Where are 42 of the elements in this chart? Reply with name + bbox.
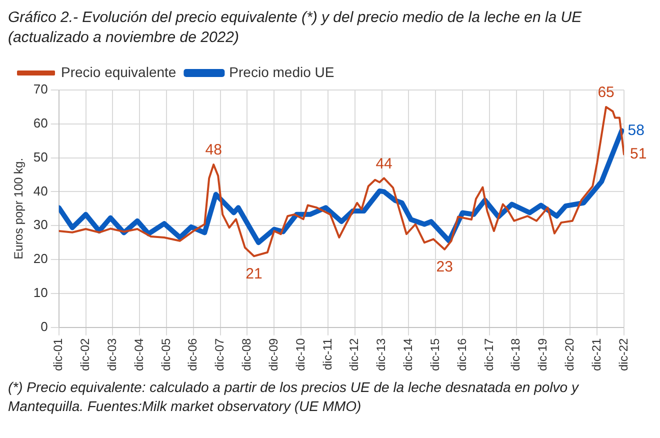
y-tick-label: 60: [33, 115, 48, 130]
y-tick-label: 20: [33, 251, 48, 266]
y-tick-label: 70: [33, 82, 48, 97]
x-tick-label: dic-12: [347, 338, 362, 372]
x-tick-label: dic-04: [132, 338, 146, 372]
x-tick-label: dic-14: [401, 338, 416, 372]
x-tick-label: dic-06: [186, 338, 200, 372]
x-tick-label: dic-02: [78, 338, 92, 372]
x-tick-label: dic-03: [104, 338, 119, 372]
x-tick-label: dic-11: [320, 338, 334, 370]
annotation: 21: [246, 265, 262, 282]
x-tick-label: dic-07: [212, 338, 227, 372]
y-tick-label: 10: [33, 284, 48, 300]
x-tick-label: dic-01: [51, 338, 66, 372]
y-axis-title: Euros popr 100 kg.: [12, 158, 26, 260]
annotation: 65: [598, 84, 614, 102]
annotation: 58: [628, 122, 644, 139]
x-tick-label: dic-18: [508, 338, 523, 372]
y-tick-label: 40: [33, 183, 48, 198]
y-tick-label: 50: [33, 149, 48, 164]
annotation: 51: [630, 146, 647, 163]
x-tick-label: dic-19: [536, 338, 550, 372]
x-tick-label: dic-10: [293, 338, 308, 372]
x-tick-label: dic-16: [454, 338, 469, 372]
legend-label: Precio medio UE: [229, 64, 334, 80]
y-tick-label: 0: [40, 318, 48, 334]
annotation: 44: [376, 155, 392, 172]
x-tick-label: dic-21: [589, 338, 604, 372]
x-tick-label: dic-20: [562, 338, 576, 372]
x-tick-label: dic-08: [240, 338, 254, 372]
x-tick-label: dic-05: [158, 338, 173, 372]
x-tick-label: dic-15: [428, 338, 442, 372]
x-tick-label: dic-22: [616, 338, 630, 372]
legend-label: Precio equivalente: [61, 64, 176, 80]
x-tick-label: dic-09: [266, 338, 280, 372]
x-tick-label: dic-13: [374, 338, 388, 372]
annotation: 23: [436, 258, 453, 276]
x-tick-label: dic-17: [482, 338, 496, 372]
y-tick-label: 30: [33, 217, 48, 232]
text: (*) Precio equivalente: calculado a partir de los precios UE de la leche desnatada en polvo y Mantequilla. Fuentes:Milk market observatory (UE MMO): [8, 378, 580, 416]
chart-title: Gráfico 2.- Evolución del precio equivalente (*) y del precio medio de la leche en la UE (actualizado a noviembre de 2022): [8, 8, 583, 48]
annotation: 48: [205, 142, 222, 159]
